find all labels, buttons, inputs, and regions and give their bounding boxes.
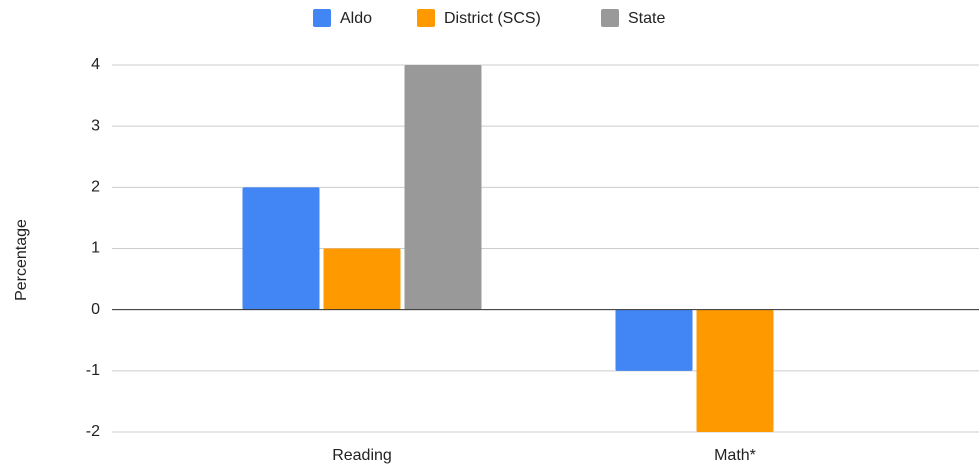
y-tick-label: 3 [91,117,100,134]
bar [242,187,320,310]
bar [404,65,482,310]
legend-label: District (SCS) [444,10,541,27]
bar [323,248,401,310]
legend-swatch [313,9,331,27]
y-tick-label: 0 [91,301,100,318]
legend-swatch [601,9,619,27]
bar [615,309,693,371]
y-tick-label: 4 [91,56,100,73]
legend-swatch [417,9,435,27]
y-tick-label: 2 [91,179,100,196]
y-tick-label: 1 [91,240,100,257]
y-tick-label: -1 [86,362,100,379]
y-tick-label: -2 [86,423,100,440]
legend-label: Aldo [340,10,372,27]
x-tick-label: Reading [332,447,392,464]
y-axis-label: Percentage [13,219,30,301]
legend-label: State [628,10,665,27]
x-tick-label: Math* [714,447,756,464]
bar [696,309,774,432]
